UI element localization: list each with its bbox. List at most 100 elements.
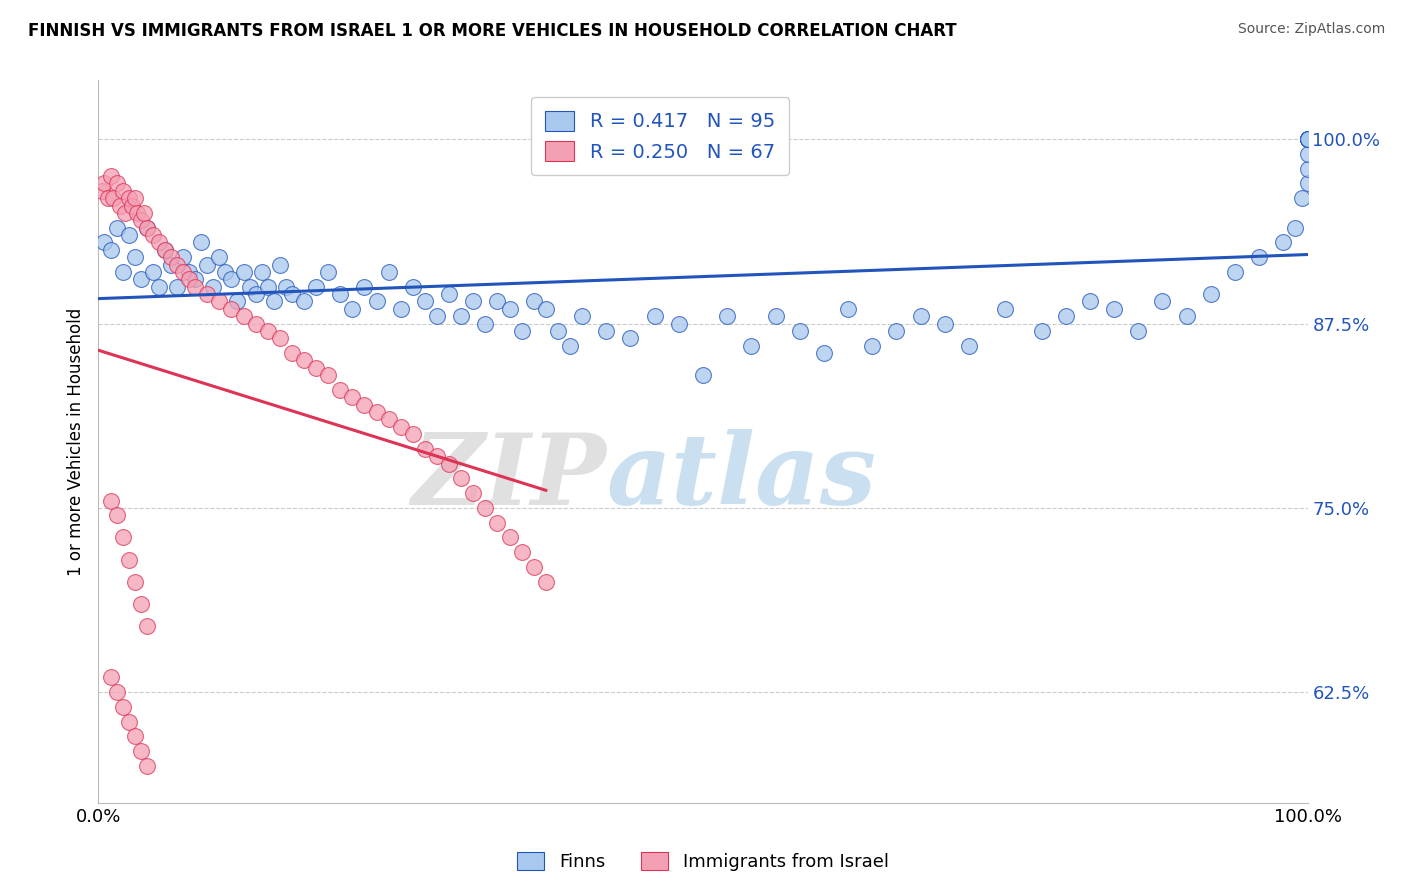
Point xyxy=(245,317,267,331)
Point xyxy=(1284,220,1306,235)
Point xyxy=(135,619,157,633)
Point xyxy=(281,287,304,301)
Point xyxy=(668,317,690,331)
Point xyxy=(402,279,425,293)
Point xyxy=(208,294,231,309)
Point xyxy=(172,265,194,279)
Point xyxy=(111,265,134,279)
Point xyxy=(118,714,141,729)
Point xyxy=(172,250,194,264)
Point xyxy=(366,405,388,419)
Point xyxy=(1296,132,1319,146)
Point xyxy=(281,346,304,360)
Text: ZIP: ZIP xyxy=(412,429,606,526)
Point xyxy=(166,258,188,272)
Point xyxy=(377,265,399,279)
Point xyxy=(1175,309,1198,323)
Point xyxy=(426,450,449,464)
Point xyxy=(716,309,738,323)
Point xyxy=(274,279,297,293)
Point xyxy=(740,339,762,353)
Point xyxy=(292,353,315,368)
Point xyxy=(486,294,509,309)
Text: atlas: atlas xyxy=(606,429,876,526)
Point xyxy=(124,191,146,205)
Point xyxy=(342,301,364,316)
Point xyxy=(232,265,254,279)
Point xyxy=(148,235,170,250)
Point xyxy=(1102,301,1125,316)
Point xyxy=(305,360,328,375)
Point xyxy=(1223,265,1246,279)
Legend: Finns, Immigrants from Israel: Finns, Immigrants from Israel xyxy=(510,845,896,879)
Point xyxy=(1152,294,1174,309)
Point xyxy=(179,265,201,279)
Point xyxy=(179,272,201,286)
Point xyxy=(353,279,375,293)
Point xyxy=(329,383,352,397)
Point xyxy=(129,744,152,758)
Point xyxy=(118,228,141,243)
Point xyxy=(135,220,157,235)
Point xyxy=(498,530,520,544)
Point xyxy=(595,324,617,338)
Point xyxy=(245,287,267,301)
Point xyxy=(1296,177,1319,191)
Point xyxy=(232,309,254,323)
Point xyxy=(571,309,593,323)
Point xyxy=(1291,191,1313,205)
Point xyxy=(269,331,291,345)
Point xyxy=(93,235,115,250)
Point xyxy=(1078,294,1101,309)
Point xyxy=(221,272,243,286)
Point xyxy=(534,301,557,316)
Point xyxy=(957,339,980,353)
Point xyxy=(644,309,666,323)
Point xyxy=(498,301,520,316)
Point xyxy=(100,169,122,183)
Point xyxy=(250,265,273,279)
Point xyxy=(135,759,157,773)
Text: Source: ZipAtlas.com: Source: ZipAtlas.com xyxy=(1237,22,1385,37)
Point xyxy=(269,258,291,272)
Point xyxy=(221,301,243,316)
Point xyxy=(1031,324,1053,338)
Point xyxy=(486,516,509,530)
Point xyxy=(402,427,425,442)
Y-axis label: 1 or more Vehicles in Household: 1 or more Vehicles in Household xyxy=(66,308,84,575)
Point xyxy=(239,279,262,293)
Point xyxy=(142,228,165,243)
Point xyxy=(214,265,236,279)
Point xyxy=(1296,132,1319,146)
Point xyxy=(316,368,339,383)
Point xyxy=(256,324,278,338)
Point xyxy=(142,265,165,279)
Point xyxy=(129,213,152,227)
Point xyxy=(437,457,460,471)
Point xyxy=(208,250,231,264)
Point xyxy=(195,258,218,272)
Point xyxy=(1296,132,1319,146)
Point xyxy=(101,191,124,205)
Point xyxy=(129,272,152,286)
Point xyxy=(111,700,134,714)
Point xyxy=(91,184,114,198)
Point xyxy=(510,545,533,559)
Point xyxy=(153,243,176,257)
Point xyxy=(426,309,449,323)
Point xyxy=(463,486,485,500)
Point xyxy=(108,199,131,213)
Point xyxy=(860,339,883,353)
Point xyxy=(105,220,128,235)
Point xyxy=(994,301,1017,316)
Point xyxy=(135,220,157,235)
Point xyxy=(148,279,170,293)
Point xyxy=(789,324,811,338)
Point xyxy=(463,294,485,309)
Point xyxy=(377,412,399,426)
Point xyxy=(837,301,859,316)
Point xyxy=(413,294,436,309)
Point xyxy=(93,177,115,191)
Point xyxy=(111,530,134,544)
Point xyxy=(160,250,183,264)
